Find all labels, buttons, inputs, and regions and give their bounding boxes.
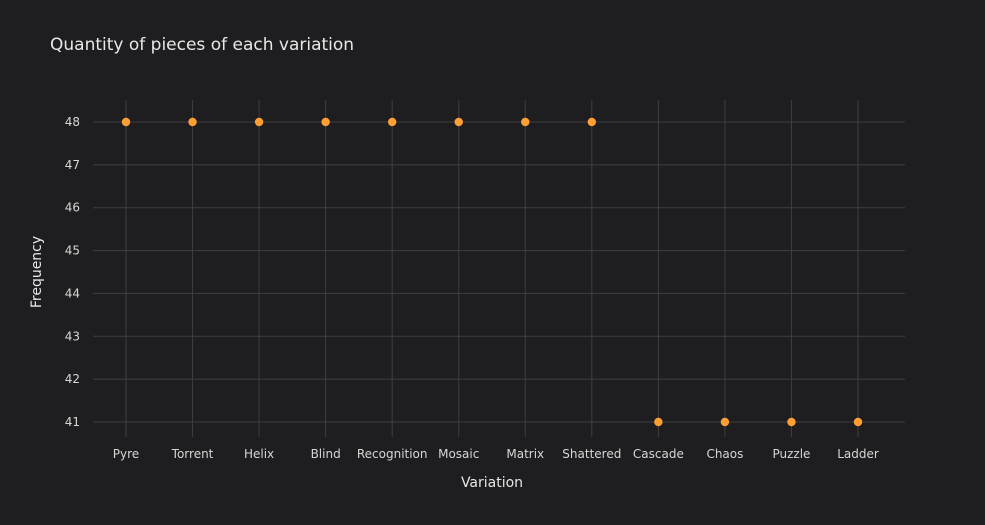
data-point-pyre[interactable] bbox=[121, 117, 131, 127]
x-tick-label: Ladder bbox=[837, 447, 879, 461]
y-tick-label: 41 bbox=[65, 415, 80, 429]
data-point-helix[interactable] bbox=[254, 117, 264, 127]
y-gridlines bbox=[93, 121, 905, 423]
data-point-ladder[interactable] bbox=[853, 417, 863, 427]
x-tick-label: Cascade bbox=[633, 447, 684, 461]
x-tick-labels: Pyre Torrent Helix Blind Recognition Mosaic Ma… bbox=[113, 447, 879, 461]
x-tick-label: Matrix bbox=[506, 447, 544, 461]
chart-title: Quantity of pieces of each variation bbox=[50, 35, 354, 55]
data-points bbox=[121, 117, 863, 427]
data-point-recognition[interactable] bbox=[387, 117, 397, 127]
x-tick-label: Puzzle bbox=[772, 447, 810, 461]
x-tick-label: Chaos bbox=[706, 447, 743, 461]
y-tick-label: 42 bbox=[65, 372, 80, 386]
x-tick-label: Mosaic bbox=[438, 447, 479, 461]
x-tick-label: Torrent bbox=[171, 447, 214, 461]
data-point-chaos[interactable] bbox=[720, 417, 730, 427]
y-axis-title: Frequency bbox=[29, 236, 45, 308]
data-point-puzzle[interactable] bbox=[787, 417, 796, 427]
y-tick-label: 43 bbox=[65, 329, 80, 343]
y-tick-label: 45 bbox=[65, 244, 80, 258]
x-tick-label: Blind bbox=[311, 447, 341, 461]
x-gridlines bbox=[125, 100, 859, 437]
x-tick-label: Recognition bbox=[357, 447, 428, 461]
x-tick-label: Helix bbox=[244, 447, 274, 461]
data-point-matrix[interactable] bbox=[521, 117, 530, 127]
y-tick-label: 46 bbox=[65, 201, 80, 215]
y-tick-label: 48 bbox=[65, 115, 80, 129]
x-axis-title: Variation bbox=[461, 475, 523, 491]
data-point-torrent[interactable] bbox=[188, 117, 197, 127]
data-point-cascade[interactable] bbox=[654, 417, 663, 427]
data-point-mosaic[interactable] bbox=[454, 117, 463, 127]
x-tick-label: Shattered bbox=[562, 447, 621, 461]
data-point-shattered[interactable] bbox=[587, 117, 597, 127]
x-tick-label: Pyre bbox=[113, 447, 139, 461]
y-tick-label: 44 bbox=[65, 286, 80, 300]
y-tick-label: 47 bbox=[65, 158, 80, 172]
data-point-blind[interactable] bbox=[321, 117, 330, 127]
y-tick-labels: 41 42 43 44 45 46 47 48 bbox=[65, 115, 80, 429]
